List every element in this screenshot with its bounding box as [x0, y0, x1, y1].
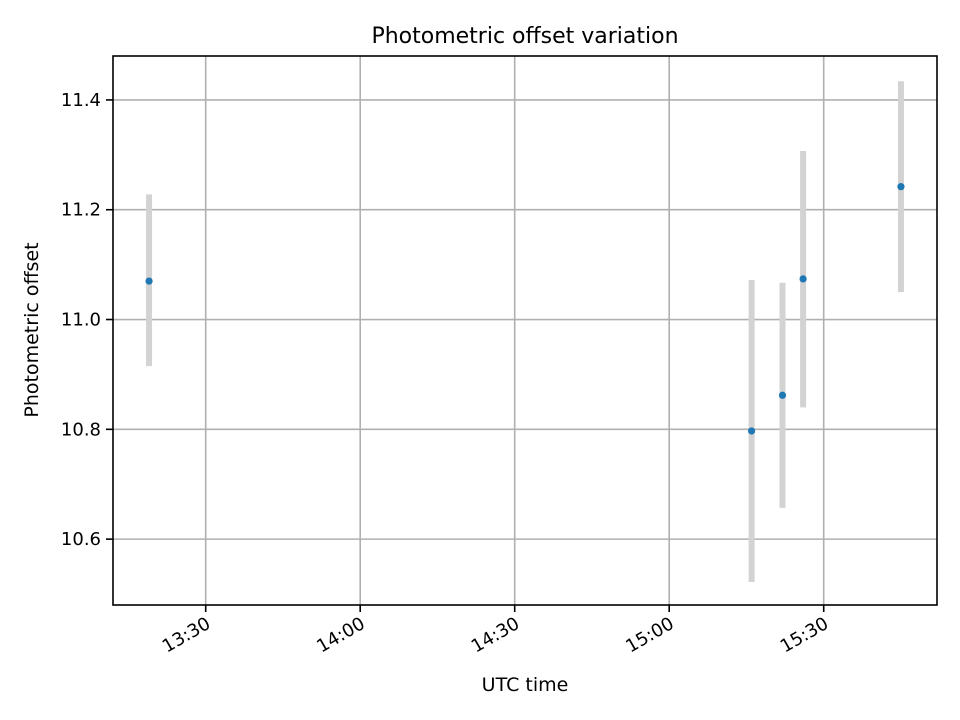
x-tick-label: 14:30: [468, 613, 523, 657]
y-tick-label: 11.4: [61, 90, 101, 111]
x-axis-label: UTC time: [482, 674, 569, 696]
data-point: [897, 183, 905, 191]
x-tick-label: 14:00: [313, 613, 368, 657]
data-point: [748, 427, 756, 435]
grid: [113, 56, 937, 605]
y-tick-label: 10.8: [61, 419, 101, 440]
axis-ticks: 13:30 14:00 14:30 15:00 15:30 10.6 10.8 11.0 11.…: [61, 90, 832, 657]
x-tick-label: 15:30: [777, 613, 832, 657]
data-point: [145, 277, 153, 285]
chart-title: Photometric offset variation: [371, 24, 678, 49]
data-point: [799, 275, 807, 283]
error-bars: [146, 81, 904, 582]
data-point: [778, 391, 787, 399]
x-tick-label: 15:00: [622, 613, 677, 657]
x-tick-label: 13:30: [159, 613, 214, 657]
data-points: [145, 183, 905, 435]
plot-frame: [112, 55, 938, 606]
y-axis-label: Photometric offset: [21, 242, 43, 417]
y-tick-label: 11.0: [61, 310, 101, 331]
y-tick-label: 10.6: [61, 529, 101, 550]
y-tick-label: 11.2: [61, 200, 101, 221]
